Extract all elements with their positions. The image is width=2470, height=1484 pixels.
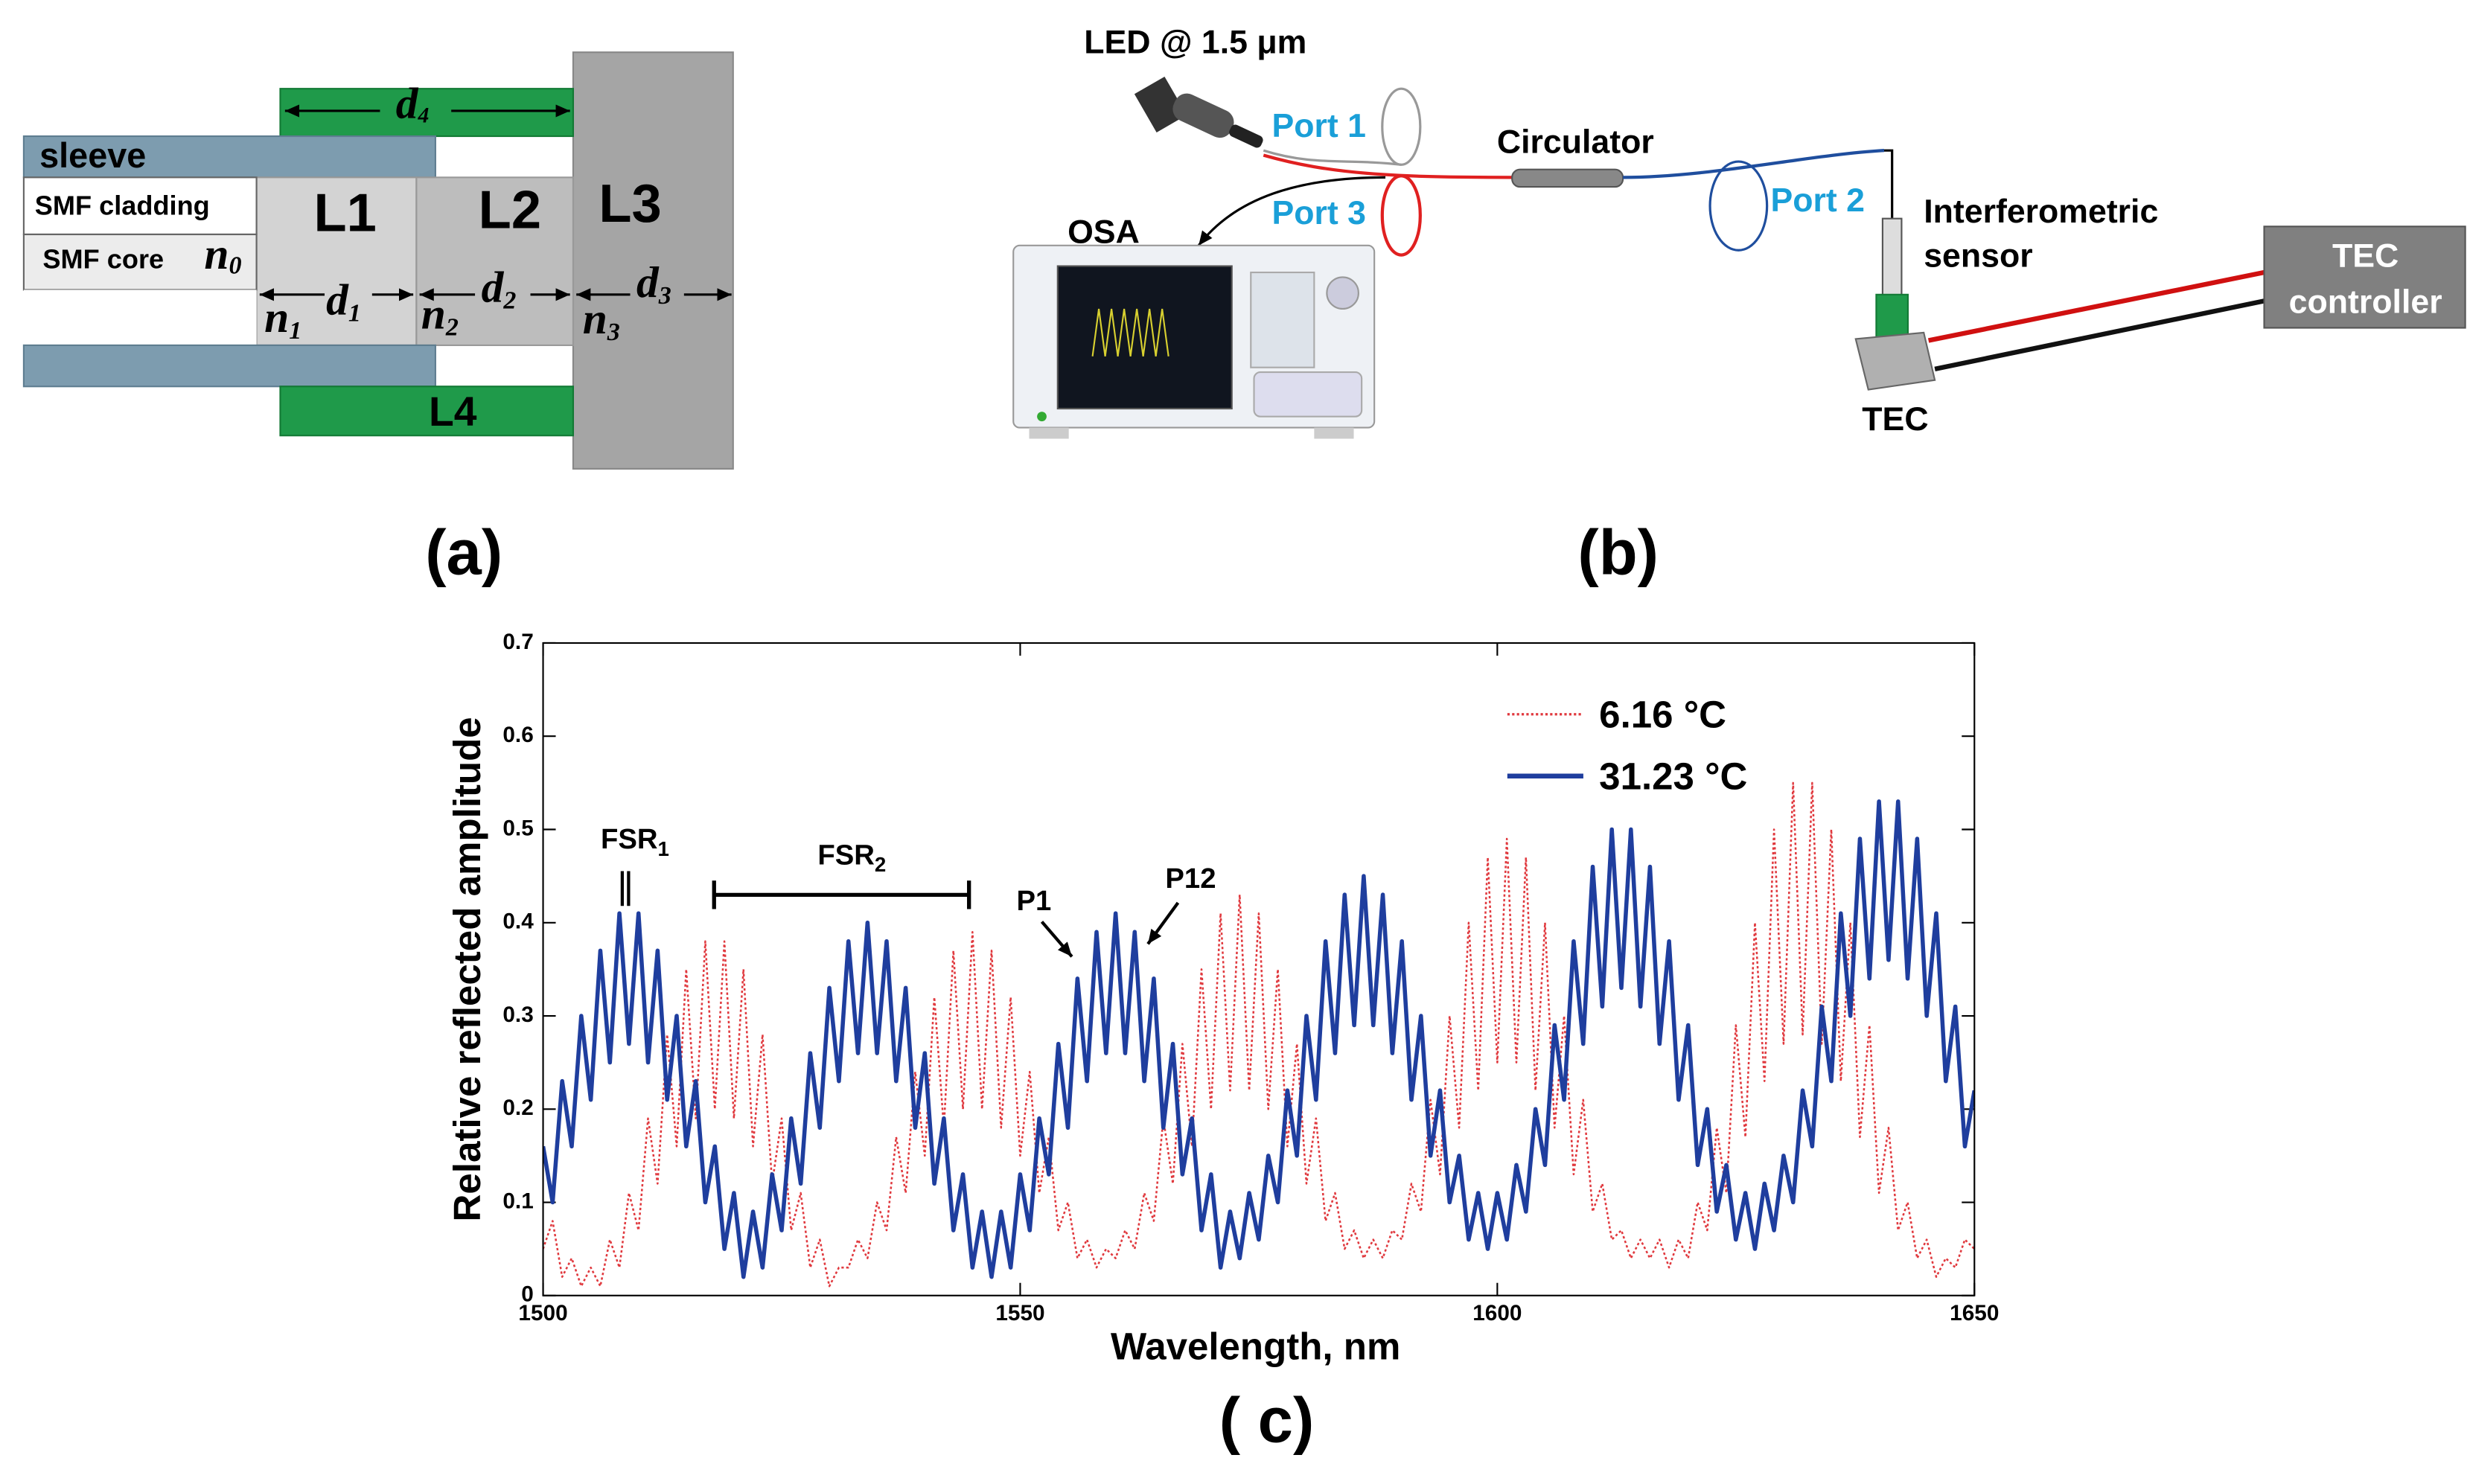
sleeve-bottom bbox=[22, 344, 436, 388]
sleeve-top bbox=[22, 135, 436, 179]
fiber-loop bbox=[1380, 174, 1422, 257]
fiber bbox=[1884, 149, 1894, 222]
arrow bbox=[1197, 176, 1386, 246]
symbol: d4 bbox=[396, 78, 430, 127]
sensor-label: Interferometric bbox=[1924, 194, 2158, 230]
y-tick-label: 0.4 bbox=[502, 909, 534, 934]
sensor-label: sensor bbox=[1924, 238, 2032, 275]
legend-label: 31.23 °C bbox=[1599, 755, 1747, 797]
led bbox=[1134, 76, 1263, 148]
symbol: d1 bbox=[326, 275, 361, 327]
symbol: d3 bbox=[636, 258, 671, 310]
y-tick-label: 0.2 bbox=[502, 1096, 533, 1120]
x-axis-label: Wavelength, nm bbox=[1111, 1325, 1400, 1368]
y-tick-label: 0.1 bbox=[502, 1189, 533, 1213]
tec-label: TEC bbox=[1862, 401, 1928, 438]
panel-label: ( c) bbox=[1219, 1386, 1315, 1456]
symbol: d2 bbox=[482, 262, 517, 314]
x-tick-label: 1550 bbox=[995, 1301, 1044, 1325]
cladding-box bbox=[22, 176, 258, 236]
y-tick-label: 0 bbox=[521, 1282, 534, 1307]
fiber bbox=[1263, 153, 1513, 179]
source-label: LED @ 1.5 μm bbox=[1084, 24, 1306, 60]
annotation: P12 bbox=[1165, 863, 1216, 895]
panel-c: Wavelength, nm Relative reflected amplit… bbox=[446, 630, 1999, 1456]
cladding-label: SMF cladding bbox=[35, 190, 210, 220]
legend-label: 6.16 °C bbox=[1599, 693, 1726, 735]
panel-a: sleeve SMF cladding SMF core L1 L2 L3 L4… bbox=[22, 51, 734, 589]
layer-label: L1 bbox=[313, 184, 376, 243]
core-label: SMF core bbox=[42, 244, 164, 275]
layer-d4 bbox=[279, 88, 575, 138]
y-tick-label: 0.6 bbox=[502, 723, 533, 747]
fiber-loop bbox=[1708, 160, 1769, 252]
circulator bbox=[1511, 168, 1624, 188]
symbol: n1 bbox=[264, 292, 301, 345]
panel-label: (b) bbox=[1577, 518, 1659, 589]
wire bbox=[1934, 298, 2265, 371]
x-tick-label: 1500 bbox=[518, 1301, 567, 1325]
layer-l3 bbox=[572, 51, 734, 470]
symbol: n3 bbox=[583, 294, 620, 346]
layer-label: L2 bbox=[479, 180, 541, 240]
fiber bbox=[1263, 149, 1402, 166]
fiber-loop bbox=[1381, 87, 1422, 166]
layer-label: L3 bbox=[599, 174, 661, 234]
y-tick-label: 0.5 bbox=[502, 816, 533, 840]
plot-frame bbox=[542, 642, 1976, 1296]
annotation: FSR1 bbox=[601, 823, 669, 860]
osa-device bbox=[1012, 244, 1376, 439]
layer-l2 bbox=[415, 176, 575, 346]
sensor-holder bbox=[1875, 293, 1909, 340]
port-label: Port 2 bbox=[1770, 182, 1865, 219]
tec-controller bbox=[2263, 226, 2466, 329]
fiber bbox=[1623, 149, 1885, 179]
y-axis-label: Relative reflected amplitude bbox=[446, 717, 488, 1221]
annotation: P1 bbox=[1016, 885, 1051, 917]
controller-label: TEC bbox=[2332, 238, 2399, 275]
data-line bbox=[543, 781, 1975, 1288]
sensor-tube bbox=[1881, 217, 1903, 299]
controller-label: controller bbox=[2289, 284, 2442, 320]
arrow bbox=[1146, 901, 1180, 945]
annotation: FSR2 bbox=[817, 839, 886, 876]
cladding-lower bbox=[23, 290, 257, 345]
x-tick-label: 1650 bbox=[1950, 1301, 1999, 1325]
sleeve-label: sleeve bbox=[39, 136, 146, 175]
osa-label: OSA bbox=[1068, 214, 1140, 251]
layer-l1 bbox=[255, 176, 418, 346]
port-label: Port 1 bbox=[1271, 108, 1366, 144]
panel-label: (a) bbox=[425, 518, 502, 589]
symbol: n0 bbox=[204, 229, 241, 280]
layer-label: L4 bbox=[429, 388, 477, 435]
wire bbox=[1927, 269, 2265, 343]
y-tick-label: 0.7 bbox=[502, 630, 533, 654]
y-tick-label: 0.3 bbox=[502, 1002, 533, 1027]
tec-block bbox=[1854, 331, 1936, 391]
x-tick-label: 1600 bbox=[1472, 1301, 1522, 1325]
arrow bbox=[1040, 921, 1073, 958]
circulator-label: Circulator bbox=[1497, 124, 1654, 160]
port-label: Port 3 bbox=[1271, 195, 1366, 231]
data-line bbox=[543, 799, 1975, 1279]
layer-l4 bbox=[279, 386, 575, 437]
plot-area bbox=[543, 642, 1975, 1296]
symbol: n2 bbox=[421, 289, 459, 341]
panel-b: LED @ 1.5 μm Port 1 Port 3 Port 2 Circul… bbox=[1012, 24, 2466, 589]
